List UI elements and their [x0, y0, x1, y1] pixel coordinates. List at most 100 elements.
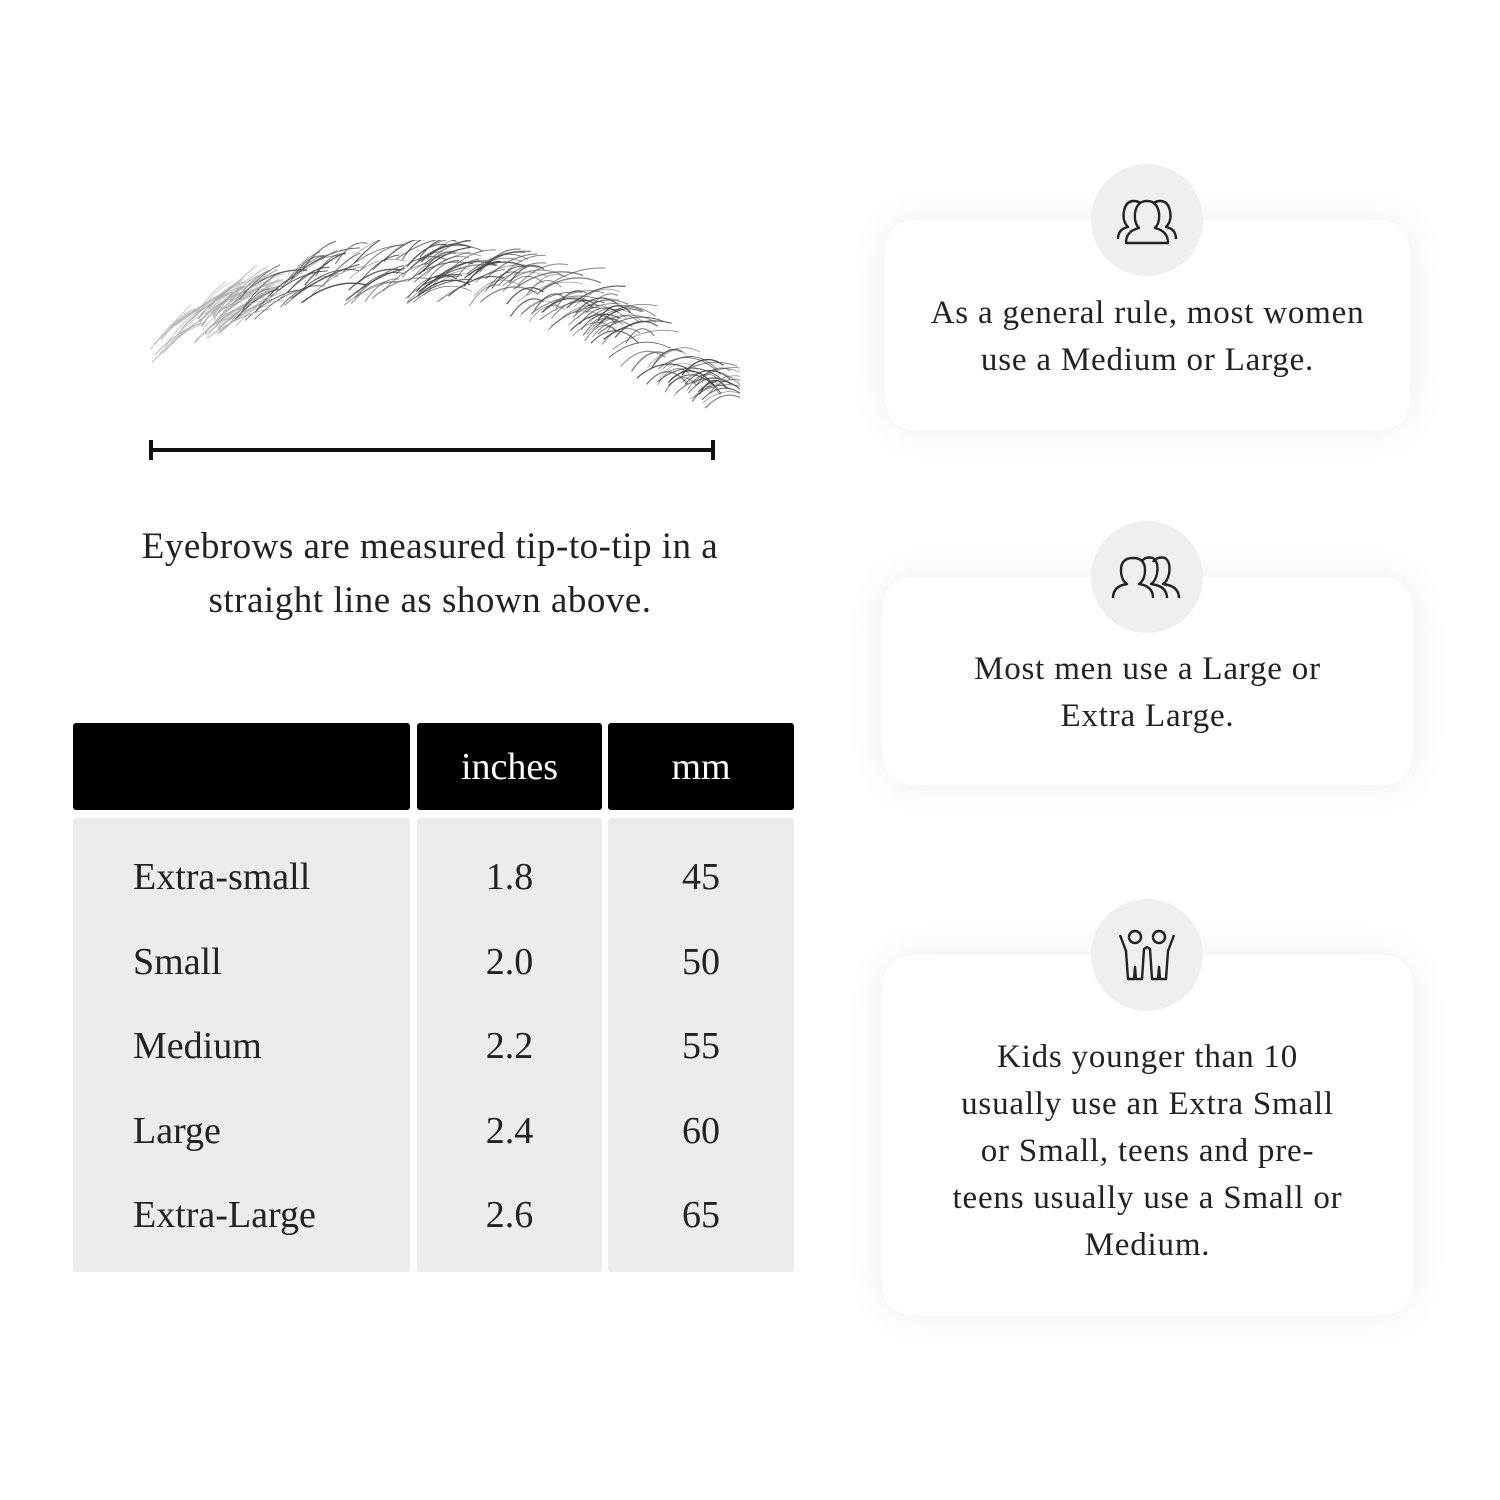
- eyebrow-hair: [484, 271, 520, 292]
- eyebrow-hair: [477, 253, 529, 271]
- eyebrow-hair: [412, 285, 472, 303]
- eyebrow-hair: [364, 278, 400, 302]
- eyebrow-hair: [695, 367, 731, 387]
- eyebrow-hair: [407, 270, 463, 302]
- eyebrow-hair: [590, 330, 640, 344]
- eyebrow-hair: [244, 289, 298, 321]
- eyebrow-illustration: [149, 240, 740, 409]
- eyebrow-hair: [596, 308, 642, 327]
- eyebrow-hair: [165, 310, 199, 347]
- eyebrow-hair: [670, 361, 738, 380]
- eyebrow-hair: [517, 281, 583, 302]
- eyebrow-hair: [520, 291, 583, 315]
- eyebrow-hair: [219, 289, 281, 333]
- eyebrow-hair: [517, 263, 569, 286]
- inches-column: [417, 818, 602, 1272]
- measurement-line: [149, 440, 715, 460]
- eyebrow-hair: [334, 242, 368, 265]
- eyebrow-hair: [536, 277, 602, 295]
- eyebrow-hair: [162, 323, 205, 354]
- eyebrow-hair: [708, 378, 740, 394]
- eyebrow-hair: [149, 304, 192, 350]
- eyebrow-hair: [207, 308, 272, 339]
- eyebrow-hair: [300, 240, 336, 273]
- eyebrow-hair: [300, 282, 366, 304]
- eyebrow-hair: [580, 315, 617, 331]
- eyebrow-hair: [417, 279, 471, 297]
- eyebrow-hair: [222, 284, 273, 313]
- eyebrow-hair: [653, 347, 700, 365]
- eyebrow-hair: [533, 293, 566, 312]
- eyebrow-hair: [360, 244, 404, 271]
- eyebrow-hair: [401, 240, 422, 260]
- cell-inches: 1.8: [485, 856, 534, 898]
- eyebrow-hair: [239, 264, 281, 300]
- cell-inches: 2.0: [485, 940, 534, 983]
- eyebrow-hair: [636, 363, 694, 379]
- men-card-text: Most men use a Large or Extra Large.: [974, 651, 1321, 734]
- eyebrow-hair: [668, 374, 722, 395]
- cell-inches: 2.4: [485, 1109, 534, 1152]
- cell-mm: 65: [682, 1194, 720, 1236]
- eyebrow-hair: [350, 281, 397, 304]
- eyebrow-hair: [417, 244, 484, 261]
- eyebrow-hair: [287, 266, 330, 293]
- eyebrow-hair: [208, 265, 268, 311]
- eyebrow-hair: [590, 304, 658, 325]
- eyebrow-hair: [572, 299, 629, 318]
- eyebrow-hair: [423, 273, 471, 296]
- eyebrow-hair: [584, 325, 617, 342]
- cell-inches: 2.6: [485, 1194, 534, 1236]
- eyebrow-hair: [242, 272, 279, 309]
- eyebrow-hair: [582, 317, 619, 336]
- eyebrow-hair: [614, 320, 659, 339]
- eyebrow-hair: [419, 240, 457, 258]
- eyebrow-hair: [675, 377, 736, 393]
- eyebrow-hair: [620, 350, 666, 367]
- eyebrow-hair: [664, 376, 697, 393]
- eyebrow-hair: [566, 285, 626, 309]
- eyebrow-hair: [597, 316, 664, 335]
- eyebrow-hair: [612, 329, 680, 350]
- kids-icon: [1091, 899, 1203, 1011]
- eyebrow-hair: [371, 277, 432, 299]
- mm-column: [608, 818, 794, 1272]
- eyebrow-hair: [702, 391, 740, 403]
- eyebrow-hair: [301, 269, 360, 290]
- eyebrow-hair: [692, 386, 721, 402]
- eyebrow-hair: [530, 295, 598, 315]
- eyebrow-hair: [213, 286, 242, 321]
- cell-size: Small: [133, 940, 222, 983]
- eyebrow-hair: [291, 255, 325, 279]
- eyebrow-hair: [158, 321, 206, 355]
- eyebrow-hair: [417, 274, 463, 295]
- eyebrow-hair: [383, 240, 425, 263]
- eyebrow-hair: [200, 264, 258, 315]
- eyebrow-hair: [353, 240, 381, 264]
- eyebrow-hair: [315, 253, 346, 277]
- eyebrow-hair: [216, 299, 271, 326]
- cell-mm: 55: [682, 1025, 720, 1067]
- eyebrow-hair: [468, 284, 501, 307]
- eyebrow-hair: [169, 310, 202, 346]
- eyebrow-hair: [474, 279, 521, 296]
- eyebrow-hair: [409, 240, 472, 269]
- eyebrow-hair: [312, 266, 364, 295]
- eyebrow-hair: [698, 379, 728, 395]
- women-card-text: As a general rule, most women use a Medi…: [930, 295, 1365, 378]
- cell-mm: 45: [682, 856, 720, 898]
- eyebrow-hair: [528, 305, 566, 322]
- kids-card: Kids younger than 10 usually use an Extr…: [882, 955, 1413, 1315]
- eyebrow-hair: [160, 308, 196, 341]
- eyebrow-hair: [600, 306, 645, 324]
- eyebrow-hair: [502, 269, 564, 287]
- eyebrow-hair: [406, 278, 473, 304]
- eyebrow-hair: [479, 248, 521, 273]
- eyebrow-hair: [227, 274, 262, 305]
- eyebrow-hair: [485, 253, 538, 280]
- eyebrow-hair: [466, 250, 531, 275]
- eyebrow-hair: [586, 293, 619, 314]
- men-group-icon: [1091, 521, 1203, 633]
- eyebrow-hair: [508, 265, 545, 284]
- eyebrow-hair: [254, 288, 305, 320]
